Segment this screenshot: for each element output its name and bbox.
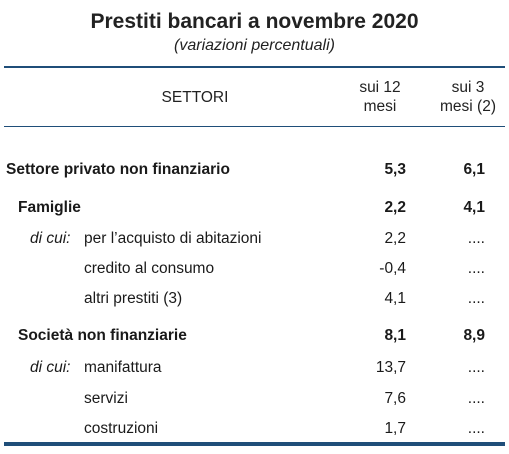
header-3-mesi: sui 3 mesi (2) xyxy=(428,78,508,116)
row-value-12-mesi: -0,4 xyxy=(379,260,406,277)
row-value-12-mesi: 2,2 xyxy=(384,230,406,247)
header-12-mesi-line2: mesi xyxy=(363,98,397,115)
table-row-manifattura: di cui: manifattura 13,7 .... xyxy=(0,356,509,380)
header-rule xyxy=(4,126,505,127)
row-value-3-mesi: .... xyxy=(467,290,485,307)
row-label: servizi xyxy=(84,390,128,407)
header-12-mesi-line1: sui 12 xyxy=(359,79,401,96)
row-label: Società non finanziarie xyxy=(18,327,187,344)
table-row-credito-consumo: credito al consumo -0,4 .... xyxy=(0,257,509,281)
row-prefix: di cui: xyxy=(30,230,71,247)
table-title: Prestiti bancari a novembre 2020 xyxy=(90,10,419,33)
table-row-societa: Società non finanziarie 8,1 8,9 xyxy=(0,324,509,348)
table-row-servizi: servizi 7,6 .... xyxy=(0,387,509,411)
table-row-abitazioni: di cui: per l’acquisto di abitazioni 2,2… xyxy=(0,227,509,251)
row-value-3-mesi: .... xyxy=(467,420,485,437)
row-label: Famiglie xyxy=(18,199,81,216)
header-12-mesi: sui 12 mesi xyxy=(345,78,415,116)
table-row-altri-prestiti: altri prestiti (3) 4,1 .... xyxy=(0,287,509,311)
row-value-12-mesi: 13,7 xyxy=(375,359,406,376)
header-3-mesi-line2: mesi (2) xyxy=(440,98,496,115)
row-value-3-mesi: 4,1 xyxy=(463,199,485,216)
table-row-settore-privato: Settore privato non finanziario 5,3 6,1 xyxy=(0,158,509,182)
row-value-12-mesi: 2,2 xyxy=(384,199,406,216)
row-value-12-mesi: 1,7 xyxy=(384,420,406,437)
table-subtitle: (variazioni percentuali) xyxy=(174,37,335,54)
row-label: Settore privato non finanziario xyxy=(6,161,230,178)
header-3-mesi-line1: sui 3 xyxy=(451,79,485,96)
table-row-famiglie: Famiglie 2,2 4,1 xyxy=(0,196,509,220)
row-value-3-mesi: .... xyxy=(467,230,485,247)
row-value-3-mesi: .... xyxy=(467,359,485,376)
row-value-3-mesi: .... xyxy=(467,260,485,277)
row-value-3-mesi: .... xyxy=(467,390,485,407)
row-value-12-mesi: 8,1 xyxy=(384,327,406,344)
row-prefix: di cui: xyxy=(30,359,71,376)
row-label: credito al consumo xyxy=(84,260,215,277)
row-value-12-mesi: 5,3 xyxy=(384,161,406,178)
row-value-12-mesi: 4,1 xyxy=(384,290,406,307)
row-label: per l’acquisto di abitazioni xyxy=(84,230,262,247)
table-row-costruzioni: costruzioni 1,7 .... xyxy=(0,417,509,441)
top-rule xyxy=(4,66,505,68)
row-value-12-mesi: 7,6 xyxy=(384,390,406,407)
row-label: altri prestiti (3) xyxy=(84,290,183,307)
row-value-3-mesi: 8,9 xyxy=(463,327,485,344)
bottom-rule xyxy=(4,442,505,446)
header-settori: SETTORI xyxy=(161,89,229,106)
row-value-3-mesi: 6,1 xyxy=(463,161,485,178)
row-label: costruzioni xyxy=(84,420,159,437)
row-label: manifattura xyxy=(84,359,162,376)
